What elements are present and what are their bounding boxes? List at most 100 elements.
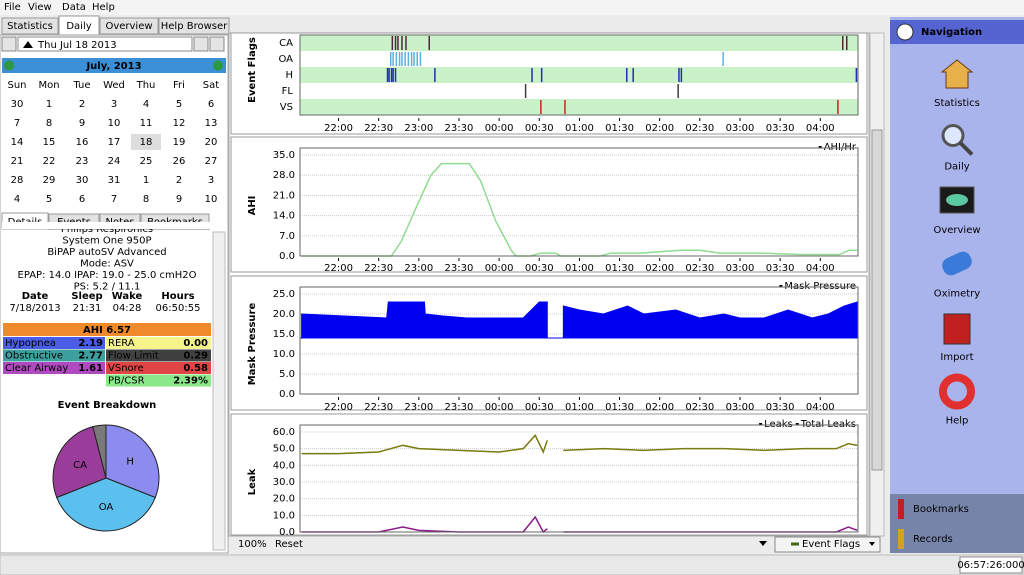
calendar-day[interactable]: 2 [176, 175, 182, 186]
calendar-day[interactable]: 18 [140, 137, 153, 148]
calendar-day[interactable]: 9 [79, 118, 85, 129]
navigation-item[interactable]: Help [946, 416, 969, 427]
calendar-day[interactable]: 6 [208, 99, 214, 110]
tab-label[interactable]: Overview [105, 21, 152, 32]
series-line [563, 442, 858, 452]
calendar-day[interactable]: 23 [76, 156, 89, 167]
calendar-day[interactable]: 30 [11, 99, 24, 110]
graph-selector[interactable] [774, 536, 881, 553]
calendar-day[interactable]: 20 [205, 137, 218, 148]
status-bar [0, 554, 1024, 575]
time-tick-label: 23:00 [404, 263, 433, 274]
time-tick-label: 03:00 [726, 263, 755, 274]
calendar-day[interactable]: 17 [108, 137, 121, 148]
calendar-day[interactable]: 3 [208, 175, 214, 186]
calendar-day[interactable]: 19 [173, 137, 186, 148]
flag-name: OA [278, 54, 293, 65]
index-cell [106, 374, 211, 387]
selected-day [131, 134, 161, 150]
calendar-day[interactable]: 10 [205, 194, 218, 205]
next-day-button[interactable] [193, 36, 209, 52]
calendar-day[interactable]: 4 [14, 194, 20, 205]
device-info: EPAP: 14.0 IPAP: 19.0 - 25.0 cmH2O [18, 270, 197, 281]
calendar-day[interactable]: 8 [143, 194, 149, 205]
calendar-day[interactable]: 29 [43, 175, 56, 186]
calendar-day[interactable]: 30 [76, 175, 89, 186]
calendar-day[interactable]: 11 [140, 118, 153, 129]
calendar-day[interactable]: 27 [205, 156, 218, 167]
calendar-day[interactable]: 3 [111, 99, 117, 110]
calendar-day[interactable]: 7 [111, 194, 117, 205]
calendar-day[interactable]: 21 [11, 156, 24, 167]
calendar-day[interactable]: 28 [11, 175, 24, 186]
tab[interactable] [99, 17, 159, 35]
reset-button[interactable]: Reset [275, 539, 303, 550]
date-box[interactable] [17, 36, 193, 52]
tab[interactable] [1, 17, 59, 35]
calendar-day[interactable]: 4 [143, 99, 149, 110]
prev-day-button[interactable] [1, 36, 17, 52]
calendar-day[interactable]: 16 [76, 137, 89, 148]
navigation-extra[interactable]: Records [913, 534, 953, 545]
session-value: 04:28 [113, 303, 142, 314]
time-tick-label: 03:30 [766, 402, 795, 413]
calendar-day[interactable]: 22 [43, 156, 56, 167]
device-info: Mode: ASV [80, 259, 134, 270]
calendar-day[interactable]: 2 [79, 99, 85, 110]
calendar-day[interactable]: 5 [176, 99, 182, 110]
time-tick-label: 04:00 [806, 123, 835, 134]
last-day-button[interactable] [209, 36, 225, 52]
time-tick-label: 23:00 [404, 402, 433, 413]
prev-month-button[interactable] [4, 60, 14, 71]
tab-label[interactable]: Help Browser [161, 21, 228, 32]
calendar-day[interactable]: 1 [143, 175, 149, 186]
navigation-footer [890, 494, 1024, 553]
graph-selector-label[interactable]: Event Flags [802, 539, 860, 550]
navigation-item[interactable]: Import [940, 352, 973, 363]
navigation-item[interactable]: Statistics [934, 98, 980, 109]
tab-label[interactable]: Daily [66, 21, 91, 32]
calendar-day[interactable]: 13 [205, 118, 218, 129]
index-cell [3, 337, 105, 349]
calendar-day[interactable]: 24 [108, 156, 121, 167]
calendar-day[interactable]: 7 [14, 118, 20, 129]
calendar-day[interactable]: 1 [46, 99, 52, 110]
weekday: Mon [38, 80, 59, 91]
menu-item[interactable]: View [28, 2, 52, 13]
navigation-item[interactable]: Overview [933, 225, 980, 236]
time-tick-label: 02:30 [685, 263, 714, 274]
tab[interactable] [158, 17, 230, 35]
flag-name: FL [282, 86, 294, 97]
calendar-day[interactable]: 12 [173, 118, 186, 129]
tab-label[interactable]: Statistics [7, 21, 53, 32]
calendar-day[interactable]: 14 [11, 137, 24, 148]
pie-label: CA [73, 460, 87, 471]
calendar-day[interactable]: 9 [176, 194, 182, 205]
next-month-button[interactable] [213, 60, 223, 71]
menu-bar [0, 0, 1024, 15]
tab[interactable] [58, 15, 100, 36]
calendar-day[interactable]: 8 [46, 118, 52, 129]
calendar-day[interactable]: 31 [108, 175, 121, 186]
calendar-day[interactable]: 5 [46, 194, 52, 205]
icon-handle [958, 141, 974, 156]
calendar-day[interactable]: 6 [79, 194, 85, 205]
navigation-item[interactable]: Oximetry [934, 289, 980, 300]
plot-frame [299, 34, 859, 116]
navigation-extra[interactable]: Bookmarks [913, 504, 969, 515]
calendar-day[interactable]: 26 [173, 156, 186, 167]
calendar-day[interactable]: 25 [140, 156, 153, 167]
extra-icon [898, 529, 904, 549]
y-tick-label: 40.0 [273, 460, 295, 471]
details-scrollbar[interactable] [212, 231, 226, 551]
navigation-item[interactable]: Daily [944, 162, 969, 173]
time-tick-label: 23:30 [445, 402, 474, 413]
menu-item[interactable]: File [4, 2, 21, 13]
menu-item[interactable]: Data [62, 2, 86, 13]
index-value: 0.00 [183, 338, 208, 349]
menu-item[interactable]: Help [92, 2, 115, 13]
calendar-day[interactable]: 10 [108, 118, 121, 129]
scroll-thumb[interactable] [871, 129, 883, 471]
calendar-day[interactable]: 15 [43, 137, 56, 148]
